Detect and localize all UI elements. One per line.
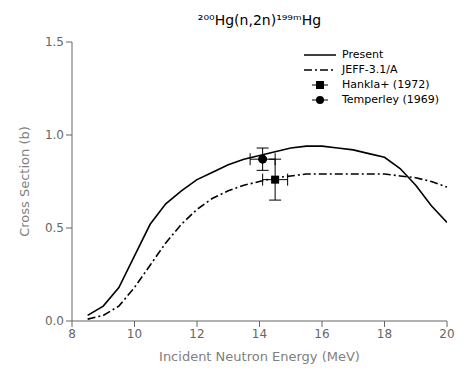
svg-text:10: 10 [127,327,142,341]
svg-text:12: 12 [189,327,204,341]
svg-text:8: 8 [68,327,76,341]
svg-text:0.5: 0.5 [45,221,64,235]
html-text:JEFF-3.1/A: JEFF-3.1/A [342,63,398,76]
svg-text:20: 20 [439,327,454,341]
svg-text:18: 18 [377,327,392,341]
html-text:Temperley (1969): Temperley (1969) [342,93,439,106]
svg-text:1.5: 1.5 [45,35,64,49]
html-text:²⁰⁰Hg(n,2n)¹⁹⁹ᵐHg: ²⁰⁰Hg(n,2n)¹⁹⁹ᵐHg [197,12,322,28]
svg-text:14: 14 [252,327,267,341]
html-text:Hankla+ (1972): Hankla+ (1972) [342,78,430,91]
svg-text:Incident Neutron Energy (MeV): Incident Neutron Energy (MeV) [159,349,360,364]
svg-text:0.0: 0.0 [45,314,64,328]
html-text:Present: Present [342,48,384,61]
svg-text:Cross Section (b): Cross Section (b) [17,126,32,237]
svg-text:1.0: 1.0 [45,128,64,142]
svg-text:16: 16 [314,327,329,341]
